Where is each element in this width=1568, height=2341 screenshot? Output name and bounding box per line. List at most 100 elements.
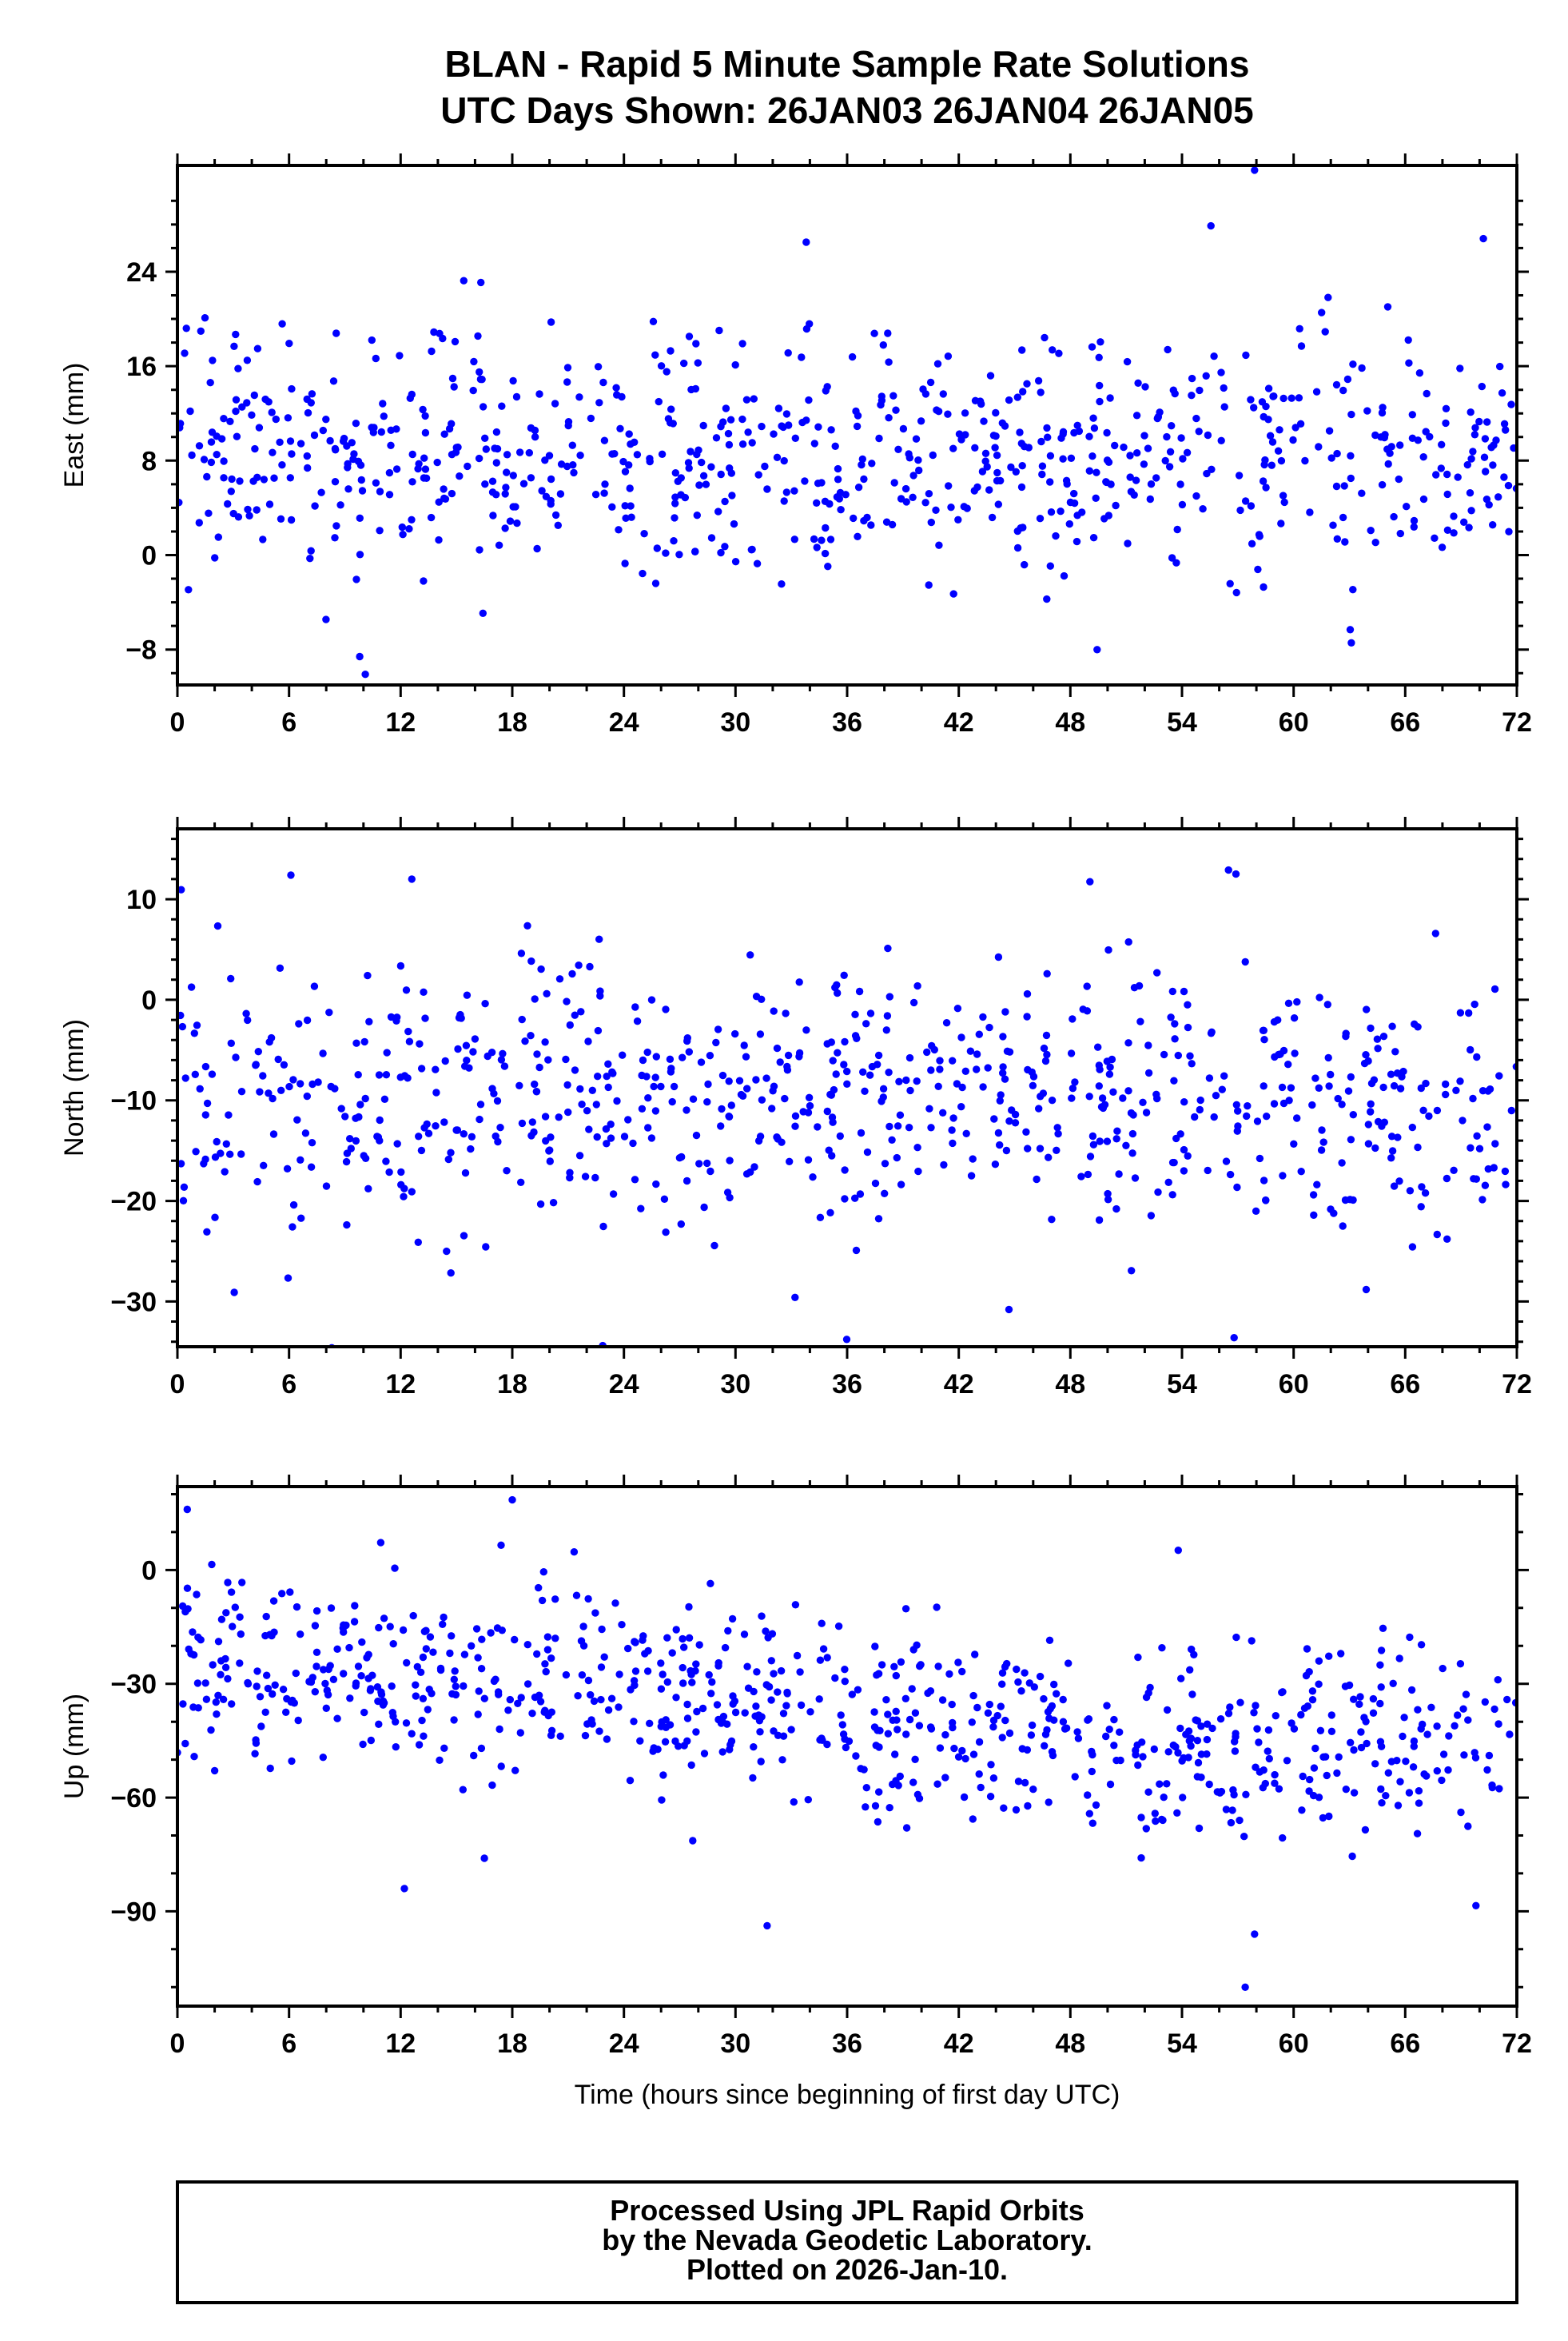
data-point [1442,1090,1450,1099]
data-point [193,1021,201,1029]
data-point [657,1082,665,1091]
east-frame [176,164,1518,687]
outlier-data-point [361,671,369,679]
data-point [599,1222,607,1231]
data-point [358,1638,366,1646]
data-point [936,1744,945,1752]
data-point [1046,562,1055,570]
data-point [201,1155,209,1164]
y-tick-label: −60 [110,1783,157,1813]
data-point [440,1744,448,1752]
data-point [1500,473,1508,481]
data-point [731,360,739,369]
data-point [211,1213,219,1221]
data-point [969,1750,978,1758]
data-point [695,1641,703,1649]
data-point [177,1160,185,1168]
data-point [804,1796,812,1804]
data-point [845,1737,854,1746]
data-point [1187,1742,1195,1750]
data-point [200,456,209,464]
data-point [1023,989,1032,998]
data-point [834,464,842,473]
data-point [779,1732,788,1740]
chart-subtitle: UTC Days Shown: 26JAN03 26JAN04 26JAN05 [440,90,1254,131]
data-point [1098,1094,1107,1102]
data-point [1480,453,1489,461]
data-point [1274,1016,1282,1024]
data-point [927,1066,935,1074]
data-point [301,1129,310,1137]
data-point [996,1141,1004,1149]
data-point [1265,1754,1274,1763]
data-point [1318,309,1326,317]
data-point [339,437,348,445]
data-point [1346,1196,1355,1204]
data-point [556,490,565,498]
data-point [489,512,497,520]
data-point [294,1716,302,1725]
data-point [850,514,858,523]
data-point [1133,1741,1141,1750]
data-point [266,1764,274,1773]
data-point [432,1065,440,1073]
data-point [993,468,1001,477]
data-point [980,417,988,425]
data-point [585,1125,593,1133]
data-point [549,1199,558,1207]
data-point [1232,1101,1241,1109]
data-point [1450,529,1458,537]
data-point [288,384,296,393]
data-point [1431,930,1440,938]
data-point [1470,1749,1478,1757]
data-point [685,1634,694,1642]
outlier-data-point [1232,870,1240,878]
data-point [752,993,761,1001]
x-tick-label: 72 [1502,2028,1532,2059]
data-point [969,1691,977,1700]
x-tick-label: 12 [385,2028,416,2059]
data-point [234,364,242,372]
data-point [387,1013,396,1021]
data-point [213,1137,221,1146]
data-point [424,1129,433,1137]
data-point [528,1710,536,1718]
data-point [1128,1149,1136,1157]
data-point [663,1678,671,1686]
data-point [392,1718,400,1726]
data-point [1439,1750,1448,1758]
data-point [217,1149,225,1157]
data-point [770,430,778,438]
data-point [1104,946,1112,954]
data-point [1443,490,1451,499]
data-point [1240,1833,1248,1841]
data-point [1414,1023,1422,1031]
data-point [914,1167,922,1176]
data-point [354,1071,362,1079]
data-point [576,1085,584,1093]
data-point [1242,1790,1250,1798]
data-point [415,1133,423,1141]
data-point [1299,1772,1307,1781]
data-point [901,1605,910,1613]
data-point [236,1659,244,1667]
x-tick-label: 48 [1055,707,1085,738]
data-point [791,1601,800,1609]
data-point [452,448,460,456]
data-point [1409,1763,1418,1771]
data-point [307,547,315,555]
data-point [563,364,572,372]
data-point [868,460,876,468]
data-point [260,1161,268,1170]
data-point [604,1706,613,1714]
data-point [973,1050,981,1058]
data-point [863,513,871,522]
data-point [1473,1132,1481,1141]
data-point [702,480,710,488]
data-point [657,1685,666,1693]
data-point [1488,1781,1496,1790]
data-point [1103,428,1111,437]
data-point [841,1195,849,1203]
data-point [389,1640,397,1648]
data-point [1024,1145,1032,1153]
